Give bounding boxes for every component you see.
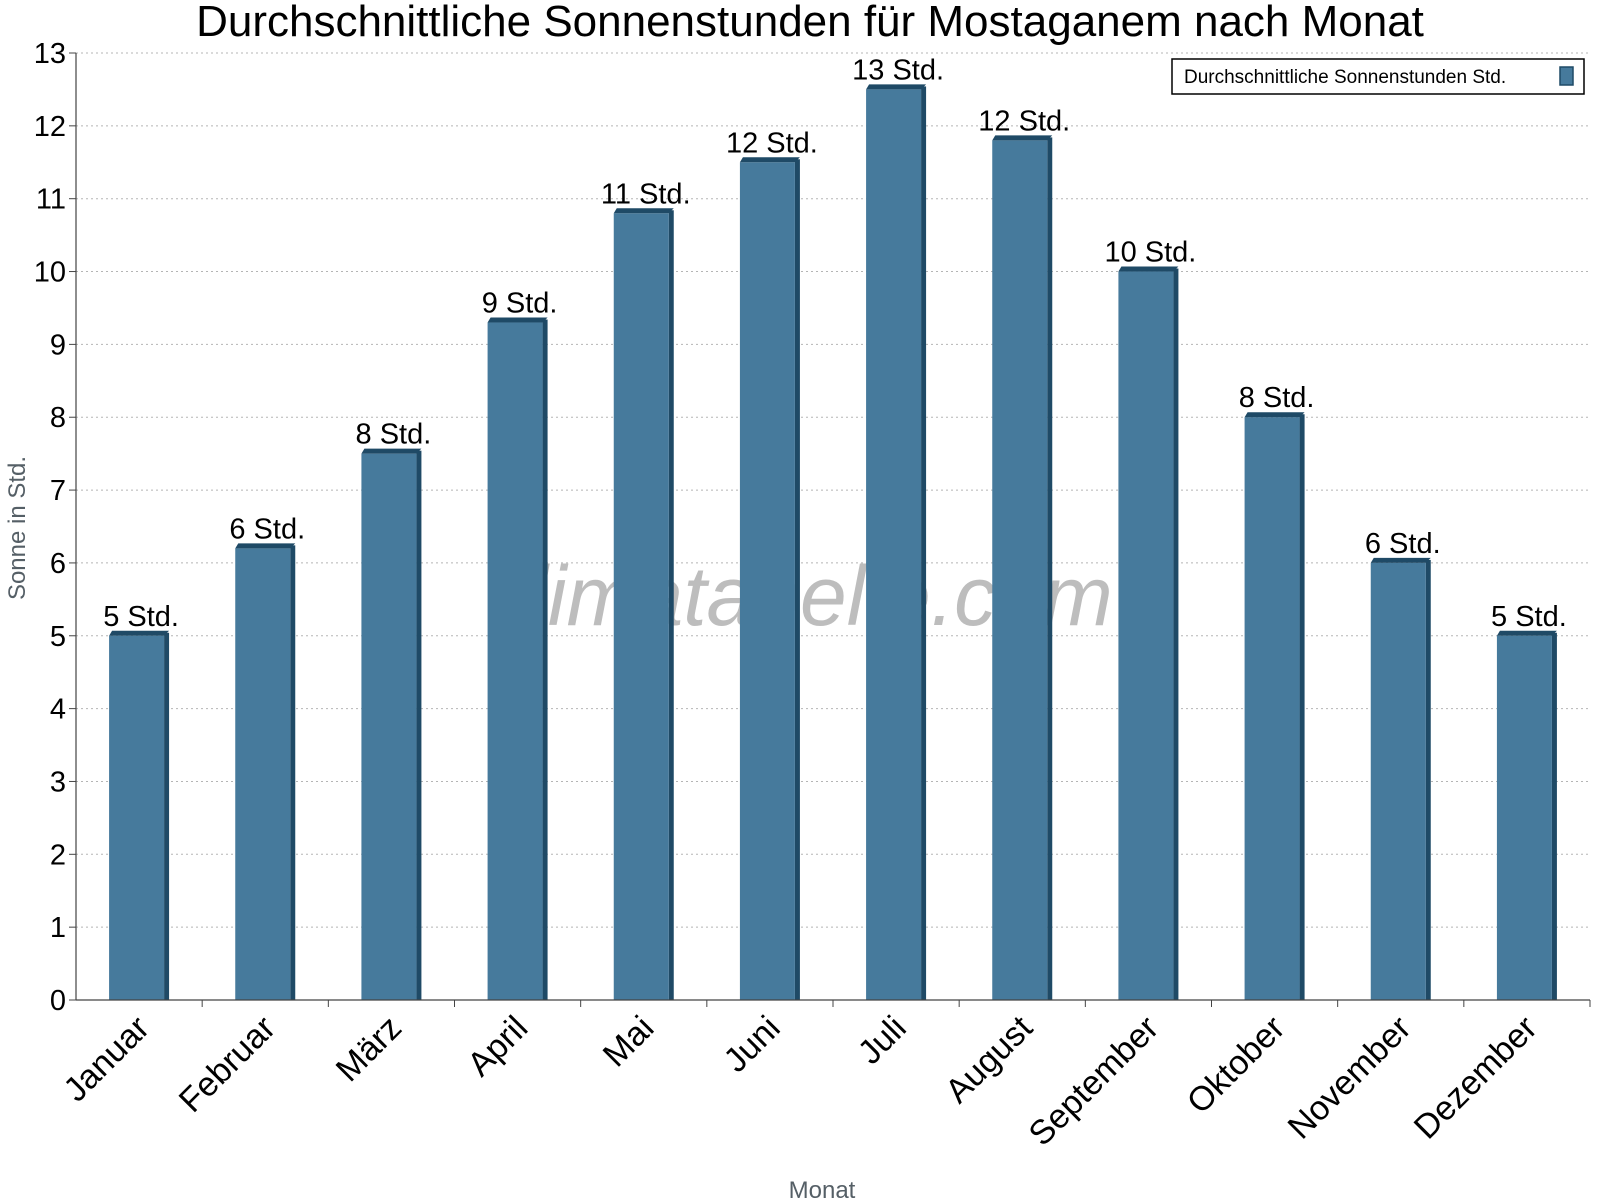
bar-cap [361,448,422,454]
y-tick-label: 6 [50,548,66,580]
bar-cap [487,317,548,323]
data-labels: 5 Std. 6 Std. 8 Std. 9 Std. 11 Std. 12 Std. 13… [103,54,1567,632]
data-label: 12 Std. [726,127,818,159]
data-label: 9 Std. [482,288,558,320]
x-tick-label: August [938,1008,1040,1110]
data-label: 6 Std. [229,513,305,545]
bar-side [542,319,548,1000]
y-axis-label: Sonne in Std. [4,456,31,600]
data-label: 10 Std. [1104,237,1196,269]
y-tick-label: 4 [50,694,66,726]
bar-cap [1370,557,1431,563]
x-tick-label: Oktober [1180,1009,1292,1121]
data-label: 13 Std. [852,54,944,86]
bar-side [1425,559,1431,1000]
x-tick-label: März [329,1009,409,1089]
bar-cap [613,208,674,214]
data-label: 5 Std. [103,601,179,633]
grid-lines [76,52,1590,928]
bar-cap [1118,266,1179,272]
x-tick-label: Dezember [1407,1009,1545,1147]
x-tick-label: April [460,1009,535,1084]
bar-cap [235,543,296,549]
bar-side [1299,414,1305,1000]
data-label: 8 Std. [356,419,432,451]
x-tick-label: Juli [851,1009,914,1072]
bar-cap [739,157,800,163]
data-label: 12 Std. [978,105,1070,137]
bar [739,162,795,1000]
legend-swatch [1559,66,1574,86]
y-tick-label: 12 [34,111,66,143]
legend: Durchschnittliche Sonnenstunden Std. [1171,58,1585,95]
bar [866,89,922,1000]
y-tick-label: 8 [50,402,66,434]
data-label: 8 Std. [1239,382,1315,414]
bar-side [794,159,800,1000]
x-tick-label: Mai [596,1009,662,1075]
x-tick-label: Januar [56,1009,156,1109]
x-tick-label: Februar [172,1009,283,1120]
bar [487,322,543,1000]
data-label: 11 Std. [601,178,691,210]
data-label: 6 Std. [1365,528,1441,560]
legend-box [1171,58,1585,95]
chart-title: Durchschnittliche Sonnenstunden für Most… [196,0,1424,46]
y-tick-label: 10 [34,257,66,289]
bar-side [290,545,296,1000]
legend-entry-label: Durchschnittliche Sonnenstunden Std. [1184,67,1506,88]
bar-side [1551,632,1557,1000]
bar [1244,417,1300,1000]
x-tick-labels: Januar Februar März April Mai Juni Juli AugustS… [56,1008,1544,1153]
data-label: 5 Std. [1491,601,1567,633]
y-tick-label: 2 [50,839,66,871]
bar [992,140,1048,1000]
y-tick-label: 1 [50,912,66,944]
bar [361,453,417,1001]
bar-side [1173,268,1179,1000]
bar-cap [109,630,170,636]
bar-cap [992,135,1053,141]
y-tick-label: 7 [50,475,66,507]
bars [109,84,1557,1001]
x-axis-label: Monat [789,1177,856,1200]
bar [613,213,669,1000]
axes [69,52,1591,1007]
y-tick-label: 0 [50,985,66,1017]
bar-side [1047,137,1053,1000]
bar-side [921,86,927,1000]
bar [235,548,291,1000]
bar [1496,635,1552,1000]
bar-side [164,632,170,1000]
bar-cap [866,84,927,90]
bar [109,635,165,1000]
x-tick-label: September [1022,1009,1166,1153]
bar-cap [1244,412,1305,418]
bar-side [668,210,674,1000]
bar-side [416,450,422,1001]
y-tick-label: 13 [34,38,66,70]
bar-cap [1496,630,1557,636]
x-tick-label: November [1281,1009,1419,1147]
bar [1370,562,1426,1000]
y-tick-label: 11 [36,184,66,216]
y-tick-label: 5 [50,621,66,653]
x-tick-label: Juni [717,1009,788,1080]
y-tick-label: 9 [50,329,66,361]
bar [1118,271,1174,1000]
y-tick-label: 3 [50,766,66,798]
